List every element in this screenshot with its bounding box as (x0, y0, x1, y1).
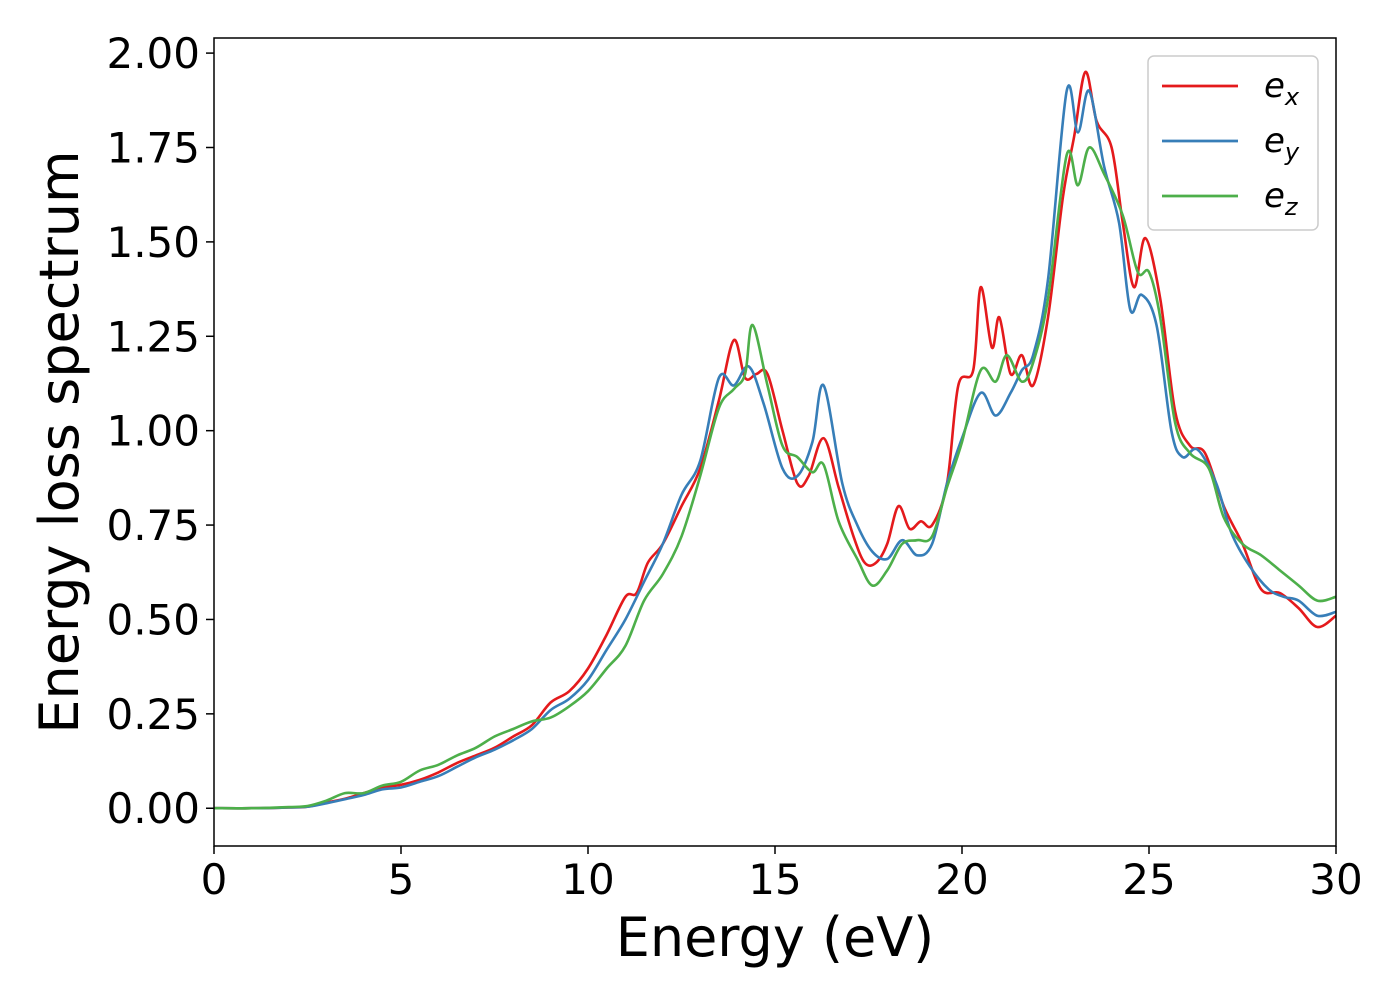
plot-frame (213, 37, 1337, 847)
x-tick-label: 0 (201, 855, 228, 904)
y-tick-label: 1.25 (106, 312, 200, 361)
series-layer (213, 70, 1337, 810)
y-tick-label: 0.25 (106, 690, 200, 739)
legend-label-base: e (1264, 176, 1285, 216)
y-tick-label: 0.75 (106, 501, 200, 550)
y-tick-label: 0.50 (106, 595, 200, 644)
legend-label-base: e (1264, 66, 1285, 106)
legend-label-z: ez (1264, 176, 1299, 221)
x-tick-label: 30 (1309, 855, 1362, 904)
legend-label-subscript: z (1284, 193, 1299, 221)
x-axis-label: Energy (eV) (616, 906, 935, 969)
y-axis-label: Energy loss spectrum (28, 150, 91, 733)
y-tick-label: 1.00 (106, 407, 200, 456)
tick-layer: 0 5 10 15 20 25 30 0.00 0.25 0.50 0.75 1.00 1.25 1.50… (106, 29, 1362, 904)
legend-box (1147, 55, 1319, 231)
series-line-x (213, 70, 1337, 810)
legend-label-subscript: y (1284, 138, 1300, 166)
legend-label-subscript: x (1284, 83, 1300, 111)
legend-label-y: ey (1264, 121, 1300, 166)
legend-label-x: ex (1264, 66, 1300, 111)
y-tick-label: 0.00 (106, 784, 200, 833)
x-tick-label: 10 (561, 855, 614, 904)
y-tick-label: 1.75 (106, 123, 200, 172)
x-tick-label: 15 (748, 855, 801, 904)
legend-label-base: e (1264, 121, 1285, 161)
x-tick-label: 25 (1122, 855, 1175, 904)
series-line-z (213, 146, 1337, 810)
y-tick-label: 2.00 (106, 29, 200, 78)
x-tick-label: 5 (388, 855, 415, 904)
series-line-y (213, 84, 1337, 810)
y-tick-label: 1.50 (106, 218, 200, 267)
x-tick-label: 20 (935, 855, 988, 904)
